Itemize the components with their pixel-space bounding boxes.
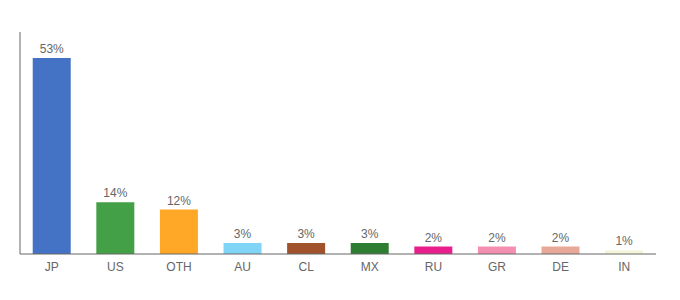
- svg-text:2%: 2%: [552, 231, 570, 245]
- svg-text:3%: 3%: [234, 227, 252, 241]
- svg-text:IN: IN: [618, 260, 630, 274]
- svg-text:AU: AU: [234, 260, 251, 274]
- svg-text:2%: 2%: [425, 231, 443, 245]
- svg-text:3%: 3%: [297, 227, 315, 241]
- svg-text:OTH: OTH: [166, 260, 191, 274]
- svg-text:MX: MX: [361, 260, 379, 274]
- svg-text:RU: RU: [425, 260, 442, 274]
- svg-text:3%: 3%: [361, 227, 379, 241]
- svg-text:CL: CL: [299, 260, 315, 274]
- svg-text:53%: 53%: [40, 42, 64, 56]
- svg-text:12%: 12%: [167, 194, 191, 208]
- svg-text:GR: GR: [488, 260, 506, 274]
- svg-text:1%: 1%: [615, 234, 633, 248]
- svg-text:2%: 2%: [488, 231, 506, 245]
- svg-text:JP: JP: [45, 260, 59, 274]
- svg-text:US: US: [107, 260, 124, 274]
- svg-text:DE: DE: [552, 260, 569, 274]
- svg-text:14%: 14%: [103, 186, 127, 200]
